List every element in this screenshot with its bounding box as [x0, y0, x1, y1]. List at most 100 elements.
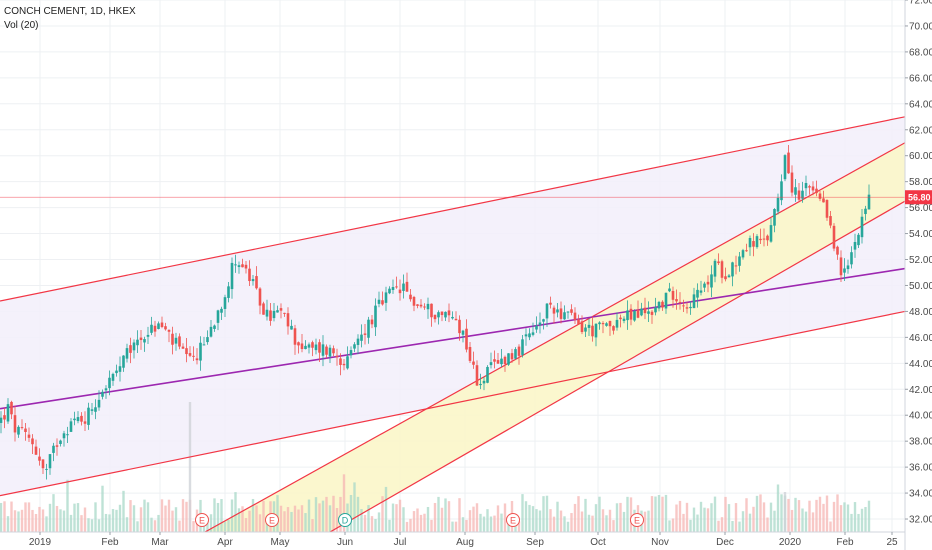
outer-channel-upper[interactable] — [0, 116, 905, 302]
volume-bar — [598, 496, 601, 532]
candle-body — [510, 353, 514, 360]
candle — [559, 301, 563, 324]
marker-label: E — [510, 516, 516, 526]
candle-body — [790, 172, 794, 193]
candle-body — [419, 304, 423, 307]
candle-body — [276, 310, 279, 313]
candle-body — [125, 348, 129, 359]
candle — [482, 376, 486, 391]
candle-body — [633, 311, 636, 321]
volume-bar — [685, 502, 689, 532]
outer-channel-lower[interactable] — [0, 310, 905, 497]
candle — [524, 328, 528, 346]
earnings-marker[interactable]: E — [630, 513, 644, 527]
volume-bar — [136, 521, 139, 532]
volume-bar — [27, 502, 31, 532]
candle — [363, 324, 367, 345]
volume-bar — [759, 494, 762, 532]
candle — [675, 289, 678, 310]
candle-body — [73, 418, 76, 421]
candle — [580, 315, 584, 335]
candle — [790, 165, 794, 197]
candle-body — [598, 322, 601, 325]
candle-body — [426, 303, 430, 310]
volume-bar — [591, 515, 594, 532]
midline[interactable] — [0, 267, 905, 410]
volume-bar — [727, 504, 731, 532]
candle-body — [195, 358, 199, 361]
price-axis[interactable]: 72.00 70.00 68.00 66.00 64.00 62.00 60.00 58.00… — [904, 0, 932, 550]
volume-bar — [612, 520, 615, 532]
volume-bar — [738, 521, 741, 532]
volume-bar — [153, 520, 157, 532]
candle-body — [374, 305, 377, 328]
candle-body — [804, 183, 808, 189]
candle — [73, 411, 76, 426]
candle-body — [17, 426, 20, 435]
volume-bar — [451, 521, 454, 532]
candle-body — [545, 303, 549, 319]
candle-body — [153, 325, 157, 332]
x-tick-label: Jul — [394, 537, 407, 548]
candle-body — [577, 319, 580, 325]
volume-bar — [790, 509, 794, 532]
candle — [591, 316, 594, 342]
candle-body — [710, 274, 713, 288]
candle-body — [3, 415, 6, 420]
volume-bar — [671, 518, 675, 532]
volume-bar — [619, 502, 622, 532]
candle-body — [601, 323, 605, 325]
time-axis[interactable]: 2019 Feb Mar Apr May Jun Jul Aug Sep Oct Nov Dec 202… — [0, 531, 905, 548]
volume-bar — [150, 517, 153, 532]
volume-bar — [822, 503, 825, 532]
volume-bar — [461, 517, 465, 532]
inner-channel-lower[interactable] — [329, 200, 905, 532]
volume-bar — [584, 498, 587, 532]
volume-bar — [206, 517, 209, 532]
x-tick-label: Dec — [716, 537, 734, 548]
candle-body — [370, 319, 374, 325]
candle-body — [748, 237, 752, 248]
candle-body — [213, 325, 216, 329]
candle-body — [244, 264, 248, 269]
volume-bar — [90, 519, 94, 532]
candle-body — [521, 339, 524, 355]
outer-channel-fill — [0, 116, 905, 496]
volume-bar — [755, 495, 759, 532]
candle-body — [528, 333, 531, 338]
dividend-marker[interactable]: D — [338, 513, 352, 527]
volume-bar — [52, 494, 55, 532]
volume-bar — [10, 501, 13, 532]
earnings-marker[interactable]: E — [506, 513, 520, 527]
earnings-marker[interactable]: E — [265, 513, 279, 527]
candle — [724, 267, 727, 282]
candle-body — [391, 287, 395, 291]
inner-channel-upper[interactable] — [204, 142, 905, 532]
candle — [804, 175, 808, 196]
volume-bar — [678, 500, 682, 532]
candle — [713, 258, 717, 283]
candle-body — [766, 235, 769, 241]
volume-bar — [734, 503, 738, 532]
candle-body — [24, 428, 27, 432]
candle — [255, 266, 258, 290]
candle — [521, 334, 524, 358]
volume-bar — [402, 507, 405, 532]
volume-bar — [45, 516, 48, 532]
volume-bar — [472, 506, 475, 532]
candle-body — [108, 377, 111, 389]
volume-bar — [409, 518, 412, 532]
candle — [129, 337, 132, 364]
candle-body — [69, 421, 73, 432]
candle-body — [706, 281, 710, 285]
earnings-marker[interactable]: E — [195, 513, 209, 527]
x-tick-label: 2019 — [29, 537, 52, 548]
candle-body — [262, 303, 265, 315]
volume-bar — [332, 495, 335, 532]
candle-body — [587, 324, 591, 328]
volume-bar — [101, 485, 104, 532]
candle — [528, 328, 531, 341]
candle — [48, 453, 52, 475]
